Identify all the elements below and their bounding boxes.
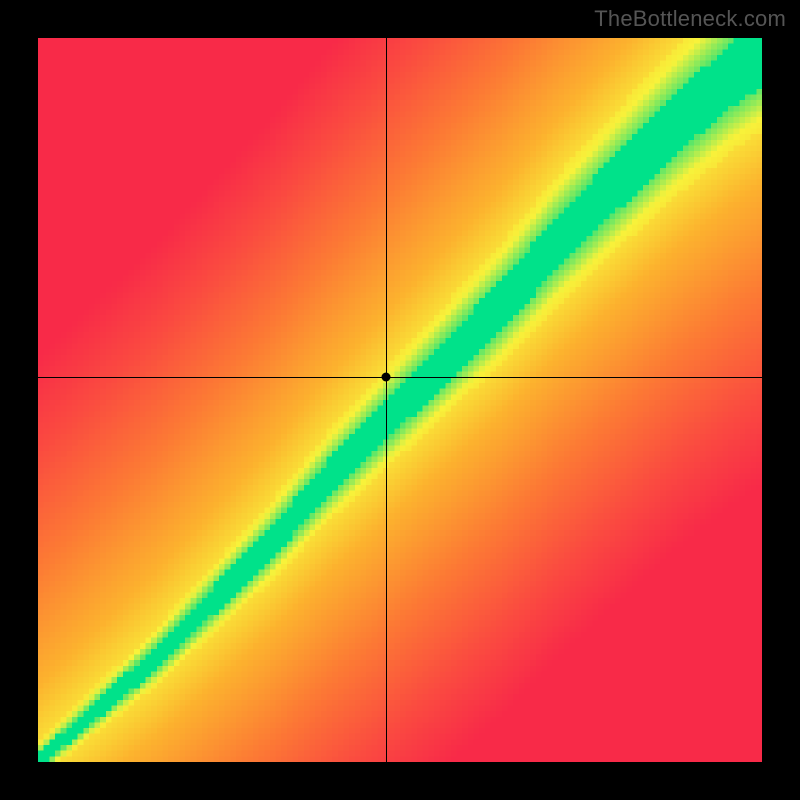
crosshair-horizontal bbox=[38, 377, 762, 378]
crosshair-marker bbox=[381, 372, 390, 381]
watermark-text: TheBottleneck.com bbox=[594, 6, 786, 32]
crosshair-vertical bbox=[386, 38, 387, 762]
heatmap-plot bbox=[38, 38, 762, 762]
heatmap-canvas bbox=[38, 38, 762, 762]
